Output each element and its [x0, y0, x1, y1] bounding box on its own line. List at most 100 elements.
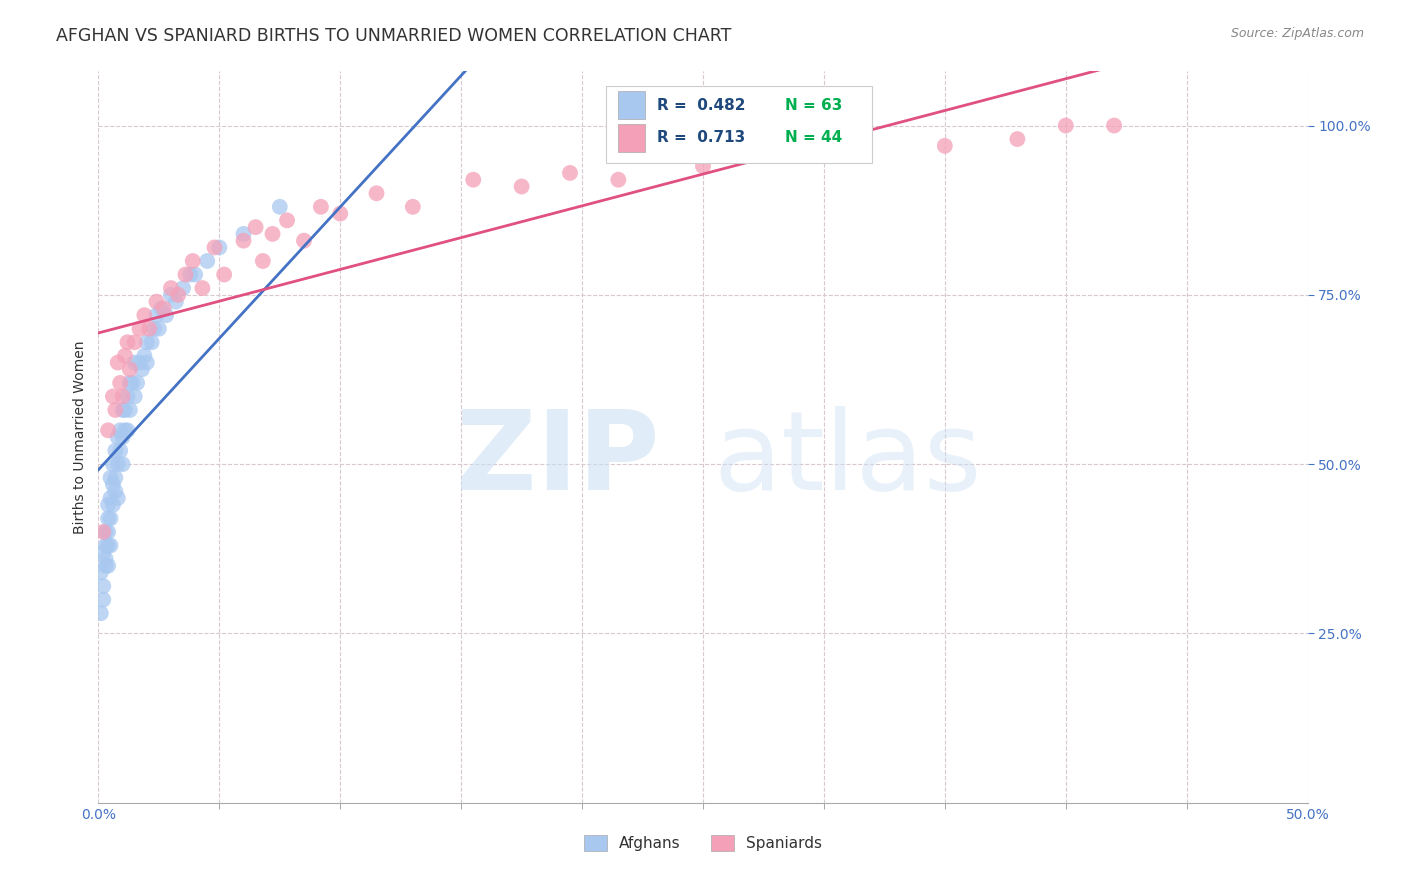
- Point: [124, 335, 146, 350]
- Point: [765, 145, 787, 160]
- Point: [232, 227, 254, 241]
- Point: [108, 423, 131, 437]
- Point: [558, 166, 581, 180]
- Text: AFGHAN VS SPANIARD BIRTHS TO UNMARRIED WOMEN CORRELATION CHART: AFGHAN VS SPANIARD BIRTHS TO UNMARRIED W…: [56, 27, 731, 45]
- Point: [124, 355, 146, 369]
- Point: [100, 471, 122, 485]
- Point: [934, 139, 956, 153]
- Point: [150, 301, 173, 316]
- Point: [114, 349, 136, 363]
- Point: [510, 179, 533, 194]
- Point: [174, 268, 197, 282]
- Point: [97, 538, 120, 552]
- Point: [101, 477, 124, 491]
- Point: [97, 511, 120, 525]
- Point: [366, 186, 388, 201]
- Text: N = 44: N = 44: [785, 130, 842, 145]
- Point: [94, 558, 117, 573]
- Point: [191, 281, 214, 295]
- Point: [128, 355, 150, 369]
- Point: [208, 240, 231, 254]
- Point: [134, 308, 156, 322]
- Point: [90, 606, 112, 620]
- Point: [111, 430, 134, 444]
- Point: [181, 254, 204, 268]
- Point: [245, 220, 267, 235]
- Text: ZIP: ZIP: [456, 406, 659, 513]
- Point: [104, 471, 127, 485]
- Point: [145, 308, 167, 322]
- Point: [152, 301, 174, 316]
- Point: [97, 558, 120, 573]
- Point: [276, 213, 298, 227]
- Point: [108, 443, 131, 458]
- Text: R =  0.713: R = 0.713: [657, 130, 745, 145]
- Point: [97, 524, 120, 539]
- Point: [91, 592, 114, 607]
- Point: [141, 335, 163, 350]
- Point: [619, 119, 641, 133]
- Point: [94, 524, 117, 539]
- Point: [309, 200, 332, 214]
- Point: [100, 538, 122, 552]
- Y-axis label: Births to Unmarried Women: Births to Unmarried Women: [73, 341, 87, 533]
- Point: [837, 145, 859, 160]
- Point: [121, 376, 143, 390]
- Point: [329, 206, 352, 220]
- Point: [195, 254, 218, 268]
- Point: [172, 281, 194, 295]
- Point: [692, 159, 714, 173]
- Point: [97, 423, 120, 437]
- Point: [108, 376, 131, 390]
- Point: [91, 545, 114, 559]
- Point: [94, 538, 117, 552]
- Point: [1054, 119, 1077, 133]
- Point: [91, 579, 114, 593]
- Bar: [619, 124, 645, 152]
- Point: [101, 389, 124, 403]
- Point: [97, 498, 120, 512]
- Point: [143, 322, 166, 336]
- Point: [134, 349, 156, 363]
- Point: [204, 240, 226, 254]
- Point: [107, 457, 129, 471]
- Point: [252, 254, 274, 268]
- Text: atlas: atlas: [714, 406, 983, 513]
- Point: [118, 403, 141, 417]
- Point: [402, 200, 425, 214]
- Point: [117, 389, 139, 403]
- Point: [107, 355, 129, 369]
- Point: [145, 294, 167, 309]
- Point: [212, 268, 235, 282]
- Point: [104, 484, 127, 499]
- Point: [165, 294, 187, 309]
- Point: [135, 355, 157, 369]
- Point: [111, 389, 134, 403]
- Point: [1007, 132, 1029, 146]
- Point: [94, 552, 117, 566]
- Point: [128, 322, 150, 336]
- Point: [118, 376, 141, 390]
- Point: [292, 234, 315, 248]
- Point: [117, 423, 139, 437]
- Point: [111, 457, 134, 471]
- Text: Source: ZipAtlas.com: Source: ZipAtlas.com: [1230, 27, 1364, 40]
- Point: [155, 308, 177, 322]
- Point: [138, 322, 160, 336]
- Point: [232, 234, 254, 248]
- Bar: [619, 91, 645, 119]
- Point: [111, 403, 134, 417]
- Point: [101, 498, 124, 512]
- Point: [100, 511, 122, 525]
- Point: [101, 457, 124, 471]
- Text: N = 63: N = 63: [785, 97, 842, 112]
- Point: [167, 288, 190, 302]
- Point: [107, 430, 129, 444]
- Point: [463, 172, 485, 186]
- Point: [148, 322, 170, 336]
- Point: [127, 376, 149, 390]
- Point: [160, 281, 183, 295]
- Point: [117, 335, 139, 350]
- Point: [114, 403, 136, 417]
- Point: [179, 268, 201, 282]
